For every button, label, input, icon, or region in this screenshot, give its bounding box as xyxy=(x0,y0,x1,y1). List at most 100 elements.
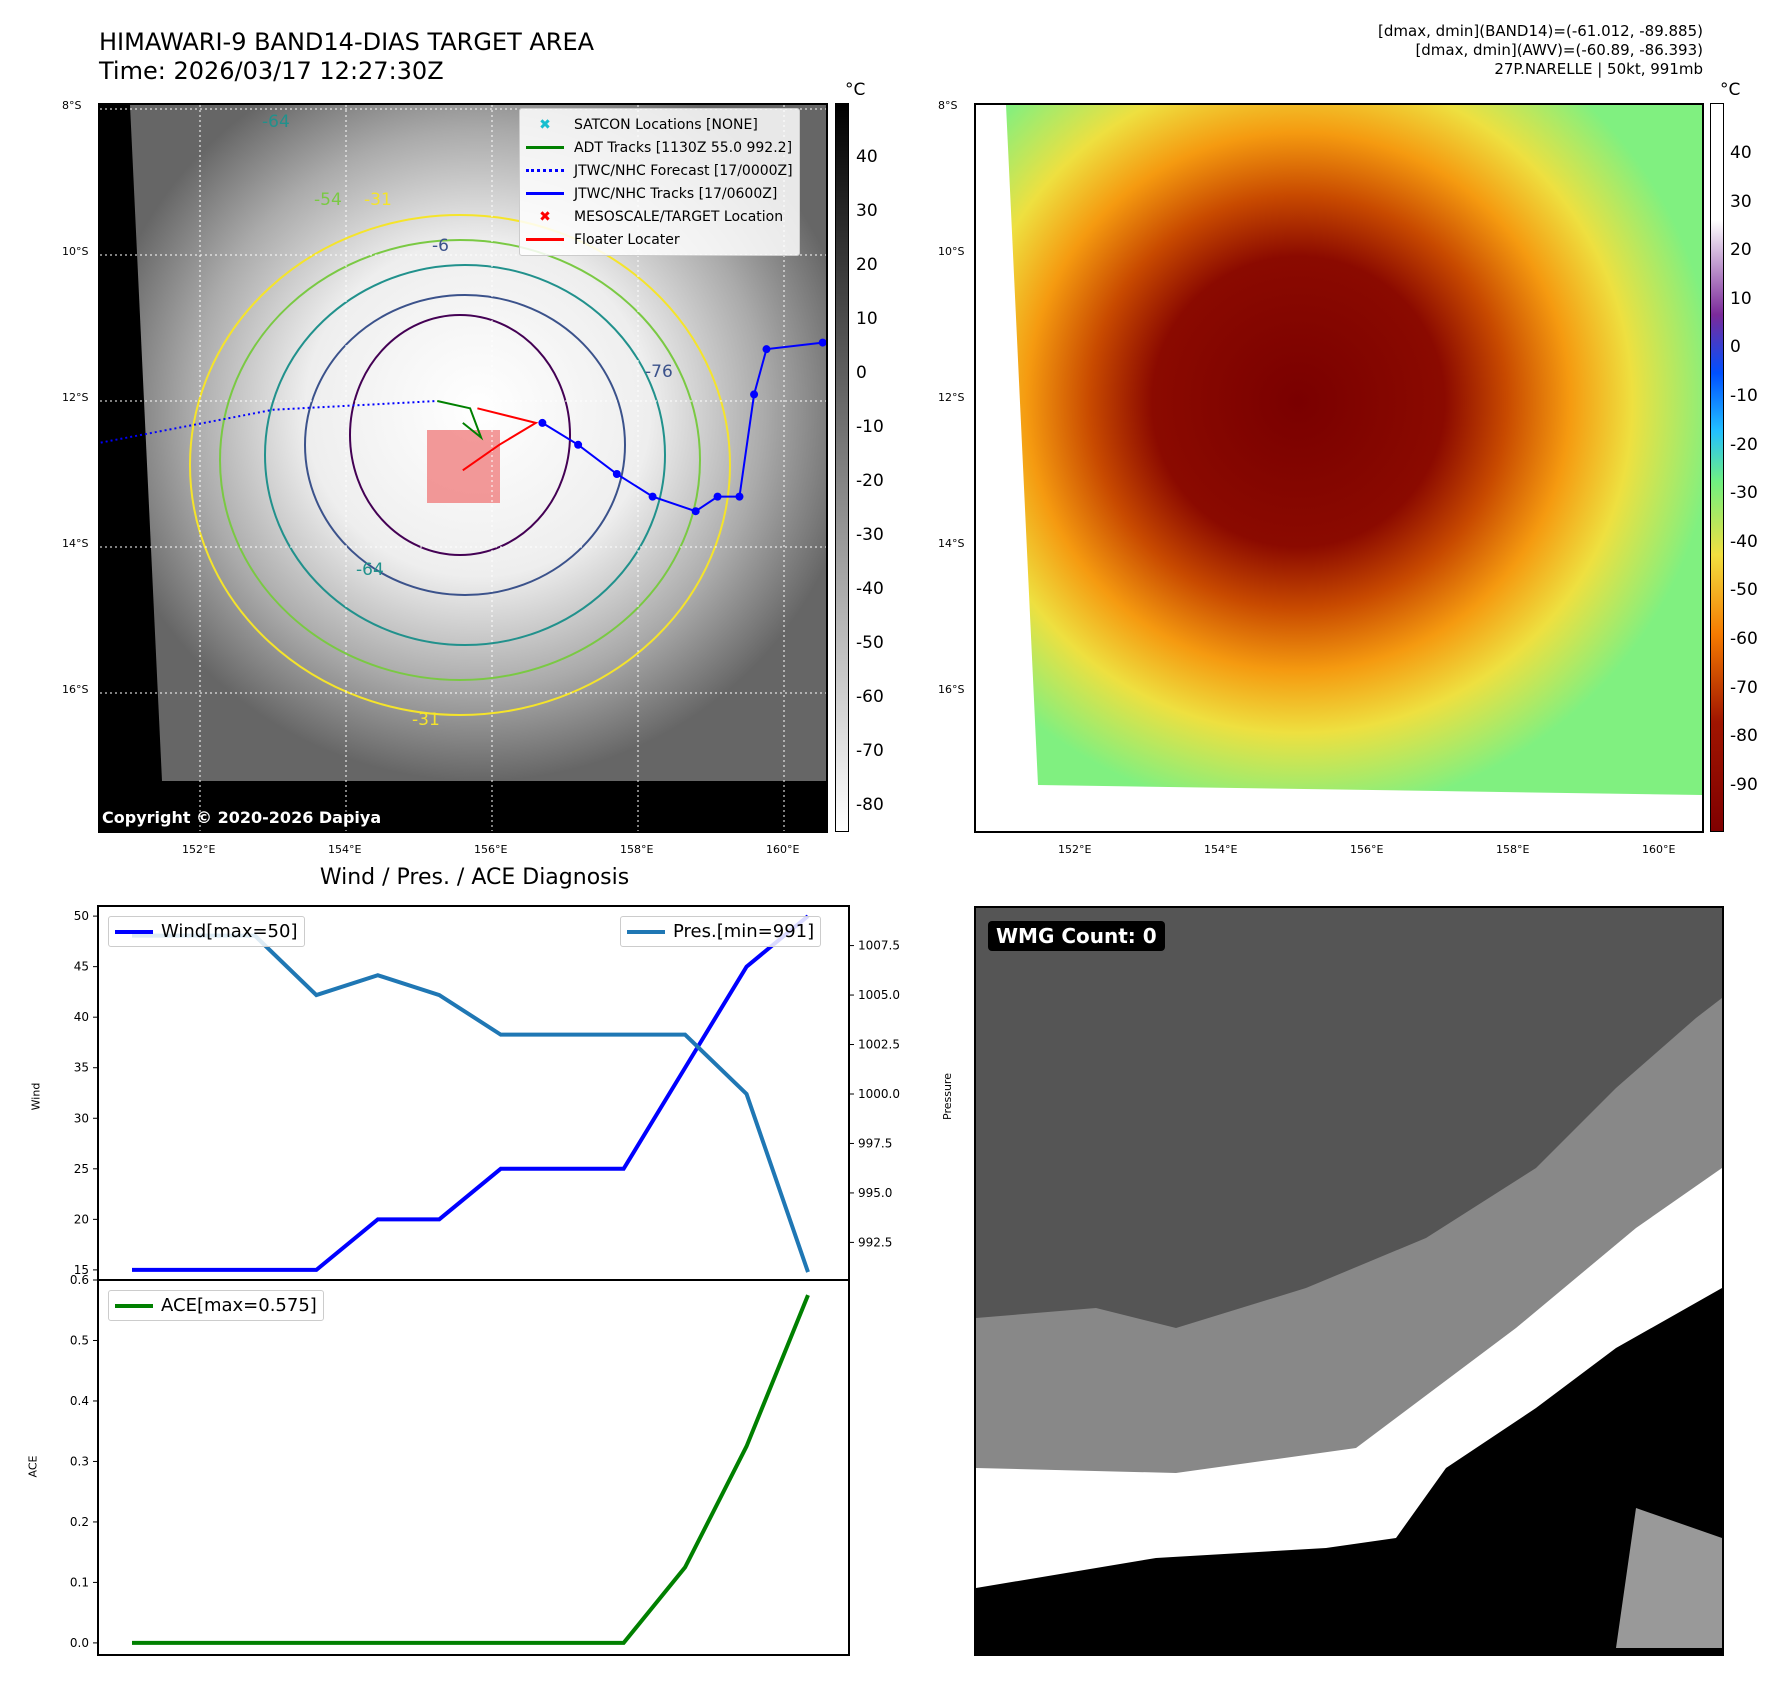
chart-title: Wind / Pres. / ACE Diagnosis xyxy=(319,865,630,890)
legend-forecast: JTWC/NHC Forecast [17/0000Z] xyxy=(526,159,793,182)
ace-tick: 0.1 xyxy=(70,1575,89,1589)
wind-tick: 50 xyxy=(74,909,89,923)
ace-line xyxy=(132,1294,810,1645)
jtwc-track xyxy=(541,341,823,513)
colorbar-tick: -50 xyxy=(1730,580,1758,601)
wind-tick: 15 xyxy=(74,1263,89,1277)
lat-tick: 8°S xyxy=(62,99,82,112)
contour-label: -64 xyxy=(262,112,290,132)
colorbar-tick: 10 xyxy=(856,309,878,329)
contour-label: -54 xyxy=(314,190,342,210)
jtwc-track-point xyxy=(648,492,657,501)
colorbar-tick: 40 xyxy=(1730,143,1752,163)
colorbar-tick: -30 xyxy=(1730,483,1758,504)
colorbar-tick: 0 xyxy=(1730,337,1741,358)
lat-tick: 12°S xyxy=(62,391,89,404)
awv-map xyxy=(974,103,1704,833)
contour-label: -76 xyxy=(645,362,673,382)
colorbar-tick: -40 xyxy=(856,579,884,599)
jtwc-track-point xyxy=(713,492,722,501)
ace-plot-frame xyxy=(97,1279,850,1656)
pressure-tick: 992.5 xyxy=(858,1235,892,1249)
colorbar-tick: -20 xyxy=(1730,434,1758,455)
legend-target: ✖ MESOSCALE/TARGET Location xyxy=(539,208,784,225)
colorbar-tick: 40 xyxy=(856,147,878,167)
colorbar-awv xyxy=(1710,103,1724,832)
wind-tick: 45 xyxy=(74,960,89,974)
wind-tick: 35 xyxy=(74,1061,89,1075)
wind-tick: 40 xyxy=(74,1010,89,1024)
lat-tick: 16°S xyxy=(938,683,965,696)
copyright: Copyright © 2020-2026 Dapiya xyxy=(102,808,382,827)
title-line: HIMAWARI-9 BAND14-DIAS TARGET AREA xyxy=(99,28,595,56)
wind-tick: 20 xyxy=(74,1212,89,1226)
wind-line xyxy=(132,914,810,1272)
colorbar-unit: °C xyxy=(1720,80,1741,100)
ace-axis-label: ACE xyxy=(26,1455,40,1478)
lon-tick: 152°E xyxy=(1058,843,1092,856)
wind-tick: 30 xyxy=(74,1111,89,1125)
map-title: HIMAWARI-9 BAND14-DIAS TARGET AREA Time:… xyxy=(99,28,594,86)
wind-tick: 25 xyxy=(74,1162,89,1176)
lon-tick: 152°E xyxy=(182,843,216,856)
jtwc-track-point xyxy=(750,390,759,399)
lat-tick: 12°S xyxy=(938,391,965,404)
jtwc-track-point xyxy=(762,345,771,354)
stats-info: [dmax, dmin](BAND14)=(-61.012, -89.885) … xyxy=(1378,22,1703,79)
lon-tick: 160°E xyxy=(766,843,800,856)
colorbar-grey xyxy=(835,103,849,832)
time-line: Time: 2026/03/17 12:27:30Z xyxy=(99,57,444,85)
colorbar-tick: -10 xyxy=(856,417,884,437)
colorbar-tick: -10 xyxy=(1730,386,1758,406)
lon-tick: 154°E xyxy=(1204,843,1238,856)
legend-floater: Floater Locater xyxy=(526,228,793,251)
storm-info: 27P.NARELLE | 50kt, 991mb xyxy=(1494,60,1703,78)
wind-legend: Wind[max=50] xyxy=(108,916,305,947)
jtwc-track-point xyxy=(538,418,547,427)
legend-jtwc: JTWC/NHC Tracks [17/0600Z] xyxy=(526,182,793,205)
lon-tick: 156°E xyxy=(1350,843,1384,856)
ace-tick: 0.3 xyxy=(70,1454,89,1468)
contour-label: -6 xyxy=(432,236,449,256)
legend-satcon: ✖ SATCON Locations [NONE] xyxy=(539,116,758,133)
band14-stats: [dmax, dmin](BAND14)=(-61.012, -89.885) xyxy=(1378,22,1703,40)
adt-track xyxy=(437,400,484,441)
lon-tick: 160°E xyxy=(1642,843,1676,856)
contour-label: -31 xyxy=(412,710,440,730)
pressure-tick: 1002.5 xyxy=(858,1038,900,1052)
ace-tick: 0.5 xyxy=(70,1333,89,1347)
colorbar-tick: -70 xyxy=(856,741,884,761)
floater-locater xyxy=(462,407,539,472)
colorbar-tick: 20 xyxy=(856,255,878,275)
jtwc-track-point xyxy=(574,440,583,449)
lat-tick: 10°S xyxy=(62,245,89,258)
jtwc-track-point xyxy=(818,338,826,347)
contour-label: -64 xyxy=(356,560,384,580)
ace-legend: ACE[max=0.575] xyxy=(108,1290,324,1321)
colorbar-tick: 30 xyxy=(856,201,878,221)
colorbar-tick: -90 xyxy=(1730,774,1758,795)
lat-tick: 16°S xyxy=(62,683,89,696)
ace-tick: 0.2 xyxy=(70,1515,89,1529)
ace-tick: 0.0 xyxy=(70,1636,89,1650)
colorbar-tick: -20 xyxy=(856,471,884,491)
lon-tick: 158°E xyxy=(1496,843,1530,856)
lon-tick: 158°E xyxy=(620,843,654,856)
pressure-tick: 1000.0 xyxy=(858,1087,900,1101)
colorbar-tick: -60 xyxy=(1730,629,1758,649)
pressure-tick: 1005.0 xyxy=(858,988,900,1002)
diagnosis-charts: 15 20 25 30 35 40 45 50 992.5 995.0 997.5 1000.0 100… xyxy=(70,905,900,1656)
colorbar-tick: -60 xyxy=(856,687,884,707)
colorbar-tick: -30 xyxy=(856,525,884,545)
jtwc-track-point xyxy=(612,470,621,478)
lat-tick: 14°S xyxy=(62,537,89,550)
colorbar-tick: -80 xyxy=(856,795,884,815)
colorbar-tick: 10 xyxy=(1730,288,1752,309)
pres-legend: Pres.[min=991] xyxy=(620,916,822,947)
colorbar-tick: 0 xyxy=(856,363,867,383)
map-legend: ✖ SATCON Locations [NONE] ADT Tracks [113… xyxy=(519,108,800,256)
colorbar-tick: 20 xyxy=(1730,240,1752,261)
lon-tick: 156°E xyxy=(474,843,508,856)
lat-tick: 8°S xyxy=(938,99,958,112)
ace-tick: 0.4 xyxy=(70,1394,89,1408)
